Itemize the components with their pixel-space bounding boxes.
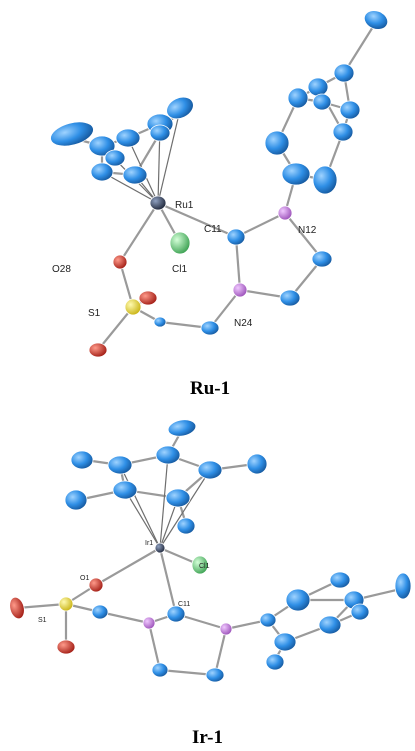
ru1-atoms	[48, 7, 390, 357]
ru1-label-o28: O28	[52, 264, 71, 275]
ru1-molecule: Ru1 C11 N12 O28 Cl1 S1 N24 Ru-1	[48, 7, 390, 399]
ir1-atoms	[7, 418, 411, 682]
ir1-label-o1: O1	[80, 575, 89, 582]
ir1-label-cl1: Cl1	[199, 563, 210, 570]
ru1-label-cl1: Cl1	[172, 264, 187, 275]
ir1-label-s1: S1	[38, 617, 47, 624]
ir1-molecule: Ir1 Cl1 O1 C11 S1 Ir-1	[7, 418, 411, 748]
ru1-label-n24: N24	[234, 318, 253, 329]
ru1-label-n12: N12	[298, 225, 317, 236]
ir1-label-c11: C11	[178, 601, 190, 608]
ir1-caption: Ir-1	[192, 727, 223, 748]
ru1-label-s1: S1	[88, 308, 101, 319]
ir1-label-ir1: Ir1	[145, 540, 153, 547]
ru1-label-ru1: Ru1	[175, 200, 194, 211]
ru1-label-c11: C11	[204, 224, 222, 235]
ru1-caption: Ru-1	[190, 378, 230, 399]
